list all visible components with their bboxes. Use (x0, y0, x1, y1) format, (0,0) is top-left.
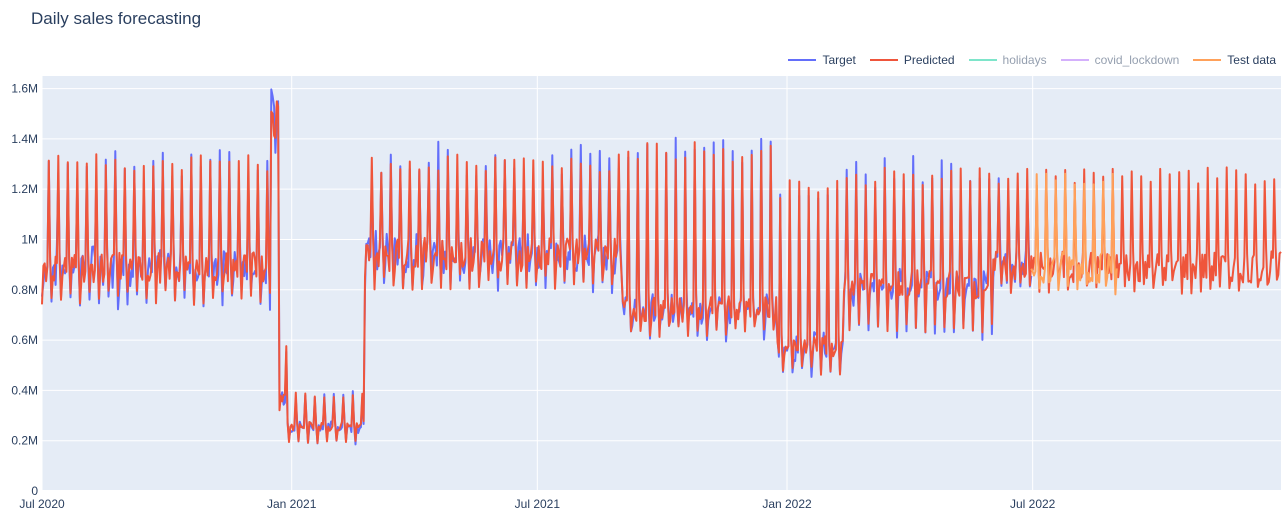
legend-label-target: Target (822, 53, 856, 67)
legend-label-test-data: Test data (1227, 53, 1276, 67)
y-tick-label: 1.2M (11, 182, 38, 196)
legend-item-covid-lockdown[interactable]: covid_lockdown (1060, 53, 1180, 67)
legend-swatch-target (788, 59, 817, 61)
y-tick-label: 1M (21, 232, 38, 246)
legend-item-test-data[interactable]: Test data (1193, 53, 1276, 67)
y-tick-label: 1.6M (11, 82, 38, 96)
x-tick-label: Jul 2021 (515, 497, 561, 511)
x-tick-label: Jul 2022 (1010, 497, 1056, 511)
y-tick-label: 0.2M (11, 434, 38, 448)
series-line-test-data (1030, 172, 1118, 296)
y-tick-label: 0.6M (11, 333, 38, 347)
legend-swatch-predicted (869, 59, 898, 61)
x-tick-label: Jan 2021 (267, 497, 317, 511)
y-tick-label: 0.8M (11, 283, 38, 297)
legend: Target Predicted holidays covid_lockdown… (788, 53, 1276, 67)
legend-label-holidays: holidays (1002, 53, 1047, 67)
y-tick-label: 1.4M (11, 132, 38, 146)
legend-swatch-test-data (1193, 59, 1222, 61)
legend-item-target[interactable]: Target (788, 53, 856, 67)
legend-label-covid-lockdown: covid_lockdown (1094, 53, 1180, 67)
chart-title: Daily sales forecasting (31, 9, 202, 28)
legend-label-predicted: Predicted (903, 53, 955, 67)
y-tick-label: 0.4M (11, 383, 38, 397)
legend-swatch-covid-lockdown (1060, 59, 1089, 61)
plot-background (42, 76, 1281, 491)
legend-item-predicted[interactable]: Predicted (869, 53, 955, 67)
x-tick-label: Jul 2020 (19, 497, 65, 511)
legend-item-holidays[interactable]: holidays (968, 53, 1047, 67)
tick-labels: 0 0.2M 0.4M 0.6M 0.8M 1M 1.2M 1.4M 1.6M Jul 2020 J… (11, 82, 1055, 511)
legend-swatch-holidays (968, 59, 997, 61)
x-tick-label: Jan 2022 (762, 497, 812, 511)
series-lines (41, 88, 1282, 446)
y-tick-label: 0 (31, 484, 38, 498)
